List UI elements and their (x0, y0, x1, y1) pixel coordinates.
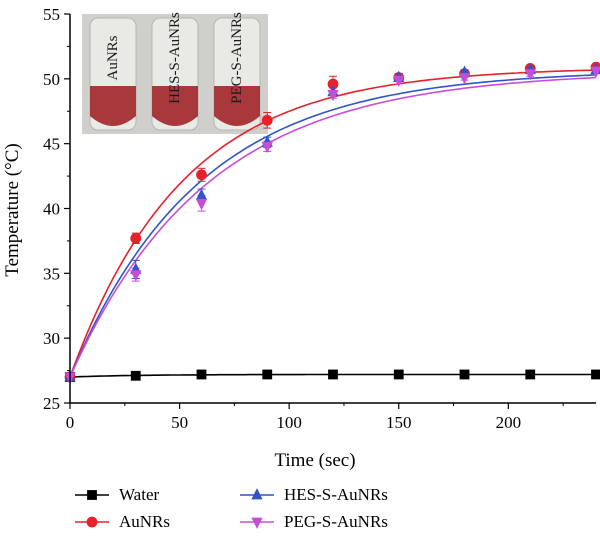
y-axis-title: Temperature (°C) (2, 143, 23, 276)
vial-liquid (214, 86, 260, 126)
x-tick-label: 200 (496, 413, 522, 432)
x-tick-label: 150 (386, 413, 412, 432)
photo-label-peg-s-aunrs: PEG-S-AuNRs (229, 12, 245, 104)
point-peg-s-aunrs (590, 66, 600, 78)
legend-marker-peg-s-aunrs (251, 517, 263, 529)
point-peg-s-aunrs (458, 73, 471, 85)
curve-hes-s-aunrs (69, 74, 597, 378)
point-peg-s-aunrs (524, 69, 536, 81)
photo-label-aunrs: AuNRs (105, 35, 121, 80)
point-peg-s-aunrs (327, 89, 339, 102)
y-tick-label: 30 (43, 329, 60, 348)
y-tick-label: 45 (43, 135, 60, 154)
inset-photo: AuNRs HES-S-AuNRs PEG-S-AuNRs (82, 12, 268, 134)
y-tick-label: 50 (43, 70, 60, 89)
legend-marker-aunrs (86, 516, 98, 528)
x-tick-label: 0 (66, 413, 75, 432)
legend-label-aunrs: AuNRs (119, 512, 170, 531)
curve-peg-s-aunrs (69, 76, 597, 378)
legend-label-peg-s-aunrs: PEG-S-AuNRs (284, 512, 388, 531)
point-aunrs (130, 232, 142, 244)
photo-label-hes-s-aunrs: HES-S-AuNRs (167, 12, 183, 104)
point-water (328, 369, 338, 380)
point-aunrs (261, 114, 273, 126)
point-water (196, 369, 207, 380)
point-water (459, 369, 470, 380)
vial-liquid (152, 86, 198, 126)
x-ticks: 0 50 100 150 200 (66, 403, 564, 432)
point-water (393, 369, 404, 380)
legend-marker-water (87, 490, 97, 500)
y-tick-label: 55 (43, 5, 60, 24)
point-water (130, 370, 141, 381)
point-aunrs (196, 169, 207, 181)
point-peg-s-aunrs (261, 141, 273, 154)
point-water (591, 369, 600, 380)
y-tick-label: 25 (43, 394, 60, 413)
vial-liquid (90, 86, 136, 126)
point-peg-s-aunrs (195, 198, 208, 211)
point-peg-s-aunrs (393, 75, 405, 88)
legend-label-water: Water (119, 485, 159, 504)
legend-label-hes-s-aunrs: HES-S-AuNRs (284, 485, 388, 504)
data-markers (64, 61, 600, 384)
legend: Water AuNRs HES-S-AuNRs PEG-S-AuNRs (75, 485, 388, 531)
legend-marker-hes-s-aunrs (251, 488, 263, 500)
y-tick-label: 35 (43, 264, 60, 283)
point-peg-s-aunrs (130, 270, 142, 282)
y-ticks: 25 30 35 40 45 50 55 (43, 5, 70, 413)
x-axis-title: Time (sec) (274, 450, 355, 471)
point-water (525, 369, 536, 380)
x-tick-label: 50 (171, 413, 188, 432)
point-water (262, 369, 273, 380)
y-tick-label: 40 (43, 200, 60, 219)
x-tick-label: 100 (276, 413, 302, 432)
